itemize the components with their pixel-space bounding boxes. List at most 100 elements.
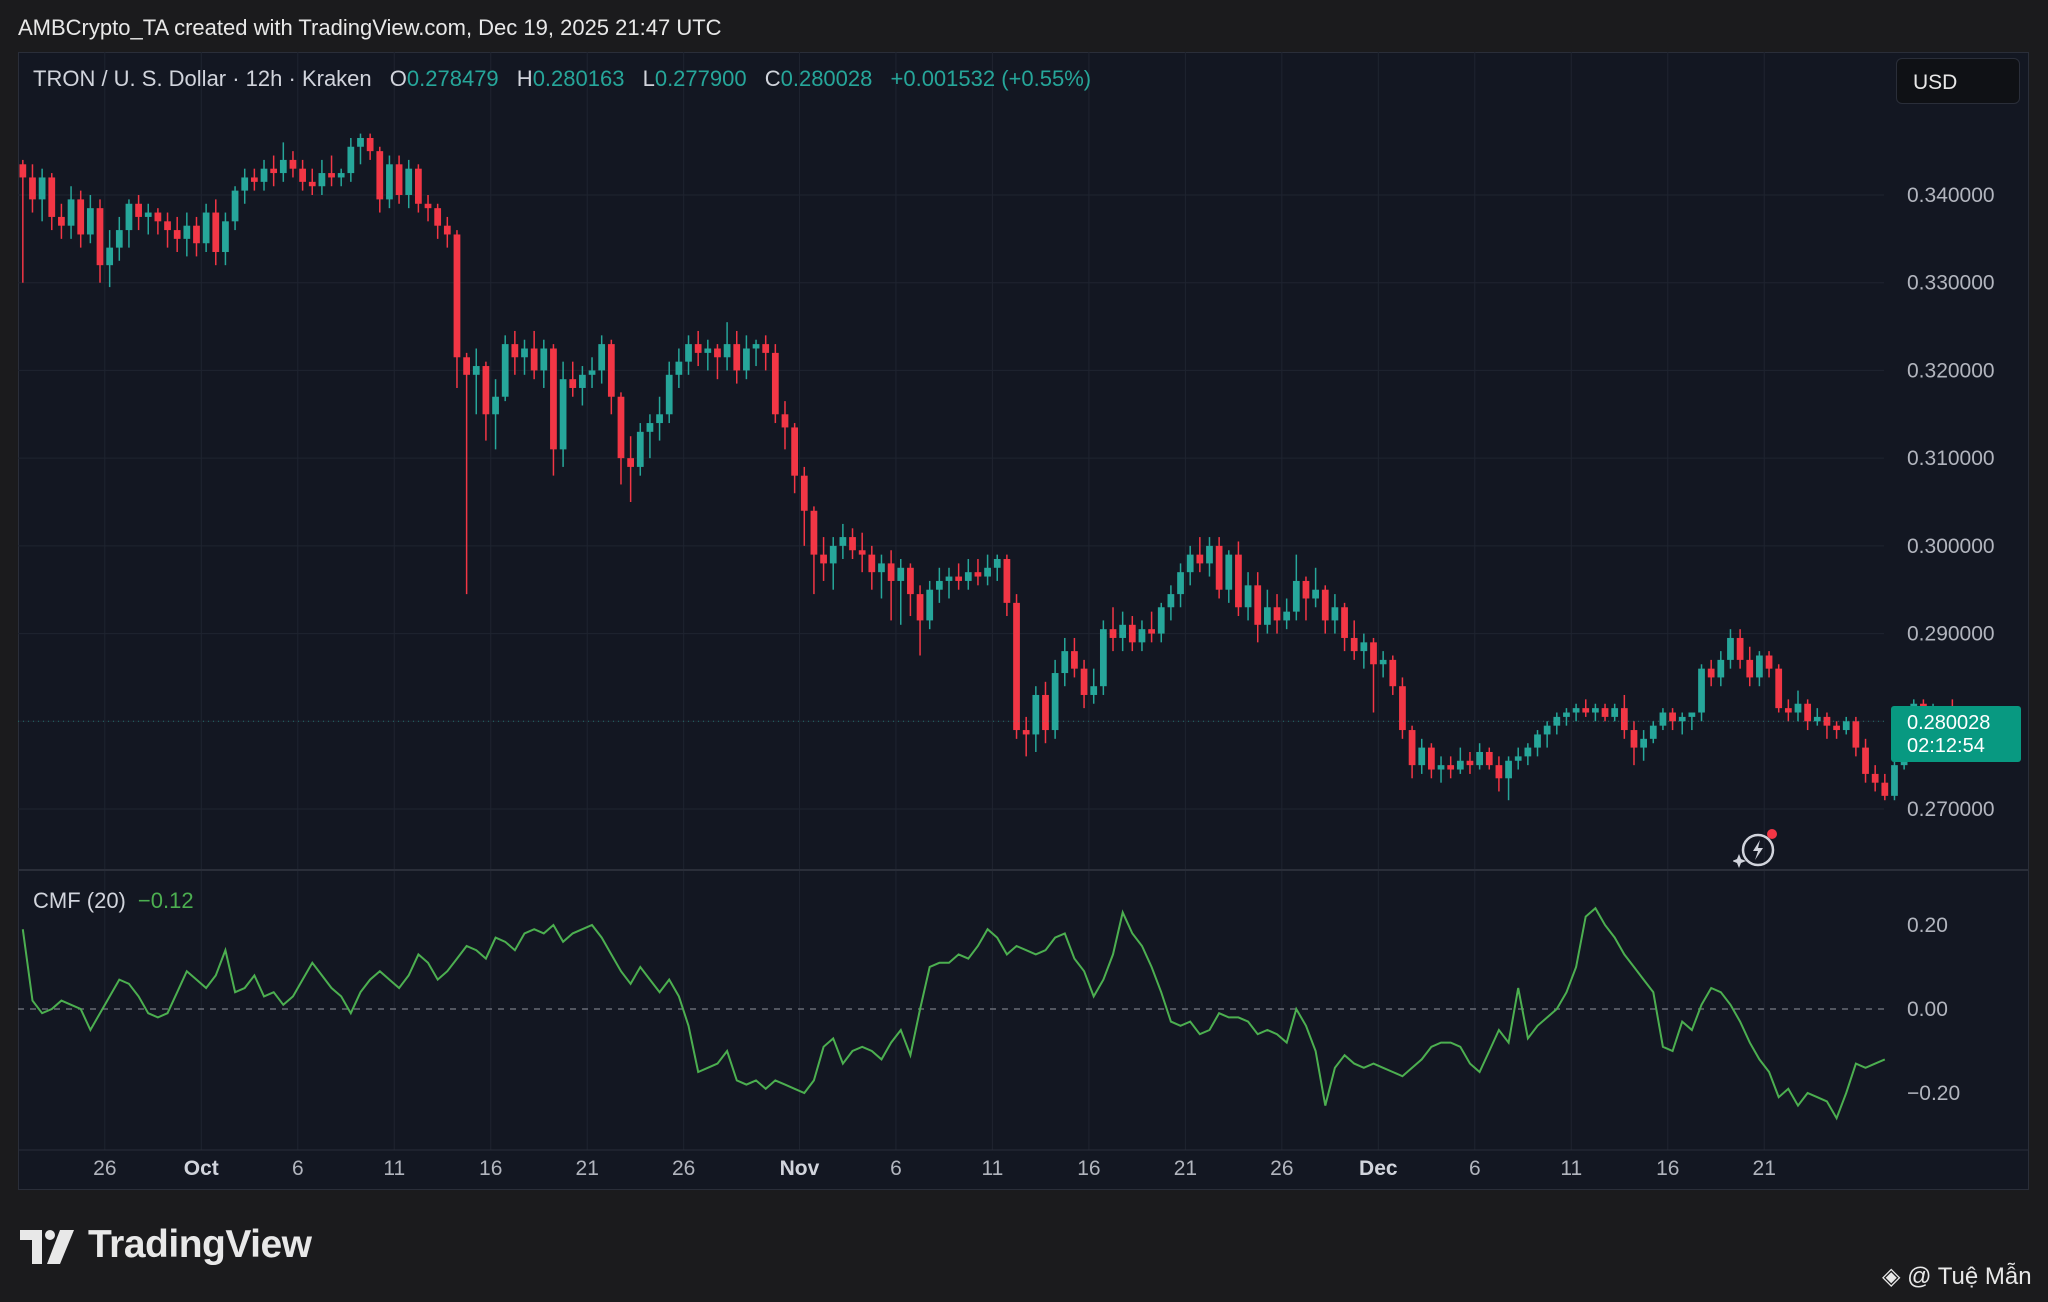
candle-body — [357, 137, 364, 147]
candle — [1235, 541, 1242, 617]
candle-body — [945, 576, 953, 581]
candle-body — [1881, 782, 1889, 796]
candle-body — [135, 203, 142, 217]
candle — [1852, 716, 1860, 757]
low-value: 0.277900 — [654, 66, 747, 91]
candle-body — [935, 580, 943, 590]
candle — [723, 322, 731, 371]
candle — [1447, 756, 1455, 779]
candle-body — [1611, 708, 1619, 717]
candle — [781, 401, 789, 450]
candle-body — [77, 199, 85, 235]
candle-body — [308, 181, 316, 187]
time-axis[interactable]: 26 Oct 6 11 16 21 26 Nov 6 11 16 21 26 Dec 6 11 16 21 — [93, 1157, 1776, 1180]
cmf-axis[interactable]: 0.20 0.00 −0.20 — [1907, 914, 1960, 1105]
candle — [395, 155, 403, 204]
candle — [1678, 712, 1686, 735]
candle-body — [1128, 624, 1136, 643]
lightning-alert-icon[interactable] — [1733, 826, 1779, 872]
candle — [1080, 659, 1088, 709]
candle — [1418, 738, 1426, 774]
candle — [1659, 708, 1667, 731]
candle — [1717, 651, 1725, 687]
candle — [299, 159, 306, 191]
candle-body — [250, 177, 258, 182]
candle-body — [733, 344, 741, 371]
candle — [1649, 721, 1657, 744]
candle — [1437, 756, 1445, 783]
candle-body — [791, 427, 799, 476]
candle — [540, 339, 548, 388]
candle-body — [1109, 629, 1117, 638]
candle — [453, 230, 461, 388]
candle — [1640, 730, 1648, 761]
candle-body — [887, 563, 895, 581]
candlestick-series — [18, 133, 2014, 801]
candle-body — [1331, 607, 1339, 621]
price-tick-label: 0.300000 — [1907, 535, 1995, 558]
candle-body — [607, 344, 615, 397]
candle-body — [1456, 760, 1464, 770]
time-tick-label: 16 — [479, 1157, 502, 1180]
cmf-tick-label: 0.00 — [1907, 998, 1948, 1021]
diamond-icon: ◈ — [1882, 1263, 1901, 1290]
candle — [810, 506, 818, 595]
candle-body — [1032, 694, 1040, 735]
candle — [1321, 585, 1329, 634]
symbol-title[interactable]: TRON / U. S. Dollar · 12h · Kraken — [33, 66, 372, 91]
candle-body — [1563, 712, 1570, 717]
candle — [1215, 537, 1223, 599]
candle — [1698, 664, 1705, 722]
candle — [1534, 730, 1541, 757]
candle-body — [154, 212, 162, 222]
price-tick-label: 0.330000 — [1907, 272, 1995, 295]
candle — [1013, 594, 1020, 739]
candle-body — [1099, 629, 1107, 687]
close-label: C — [764, 66, 781, 91]
candle-body — [1167, 594, 1175, 608]
candle-body — [1408, 730, 1416, 766]
candle-body — [106, 247, 114, 266]
candle-body — [714, 348, 721, 358]
candle-body — [1727, 637, 1734, 660]
candle-body — [694, 344, 702, 353]
candle — [443, 216, 451, 248]
candle — [347, 137, 355, 182]
candle — [1871, 765, 1879, 792]
time-tick-label: 26 — [672, 1157, 695, 1180]
candle — [366, 133, 374, 160]
candle — [86, 195, 94, 244]
candle — [67, 186, 75, 239]
candle-body — [656, 414, 663, 424]
candle-body — [67, 199, 75, 226]
cmf-tick-label: 0.20 — [1907, 914, 1948, 937]
indicator-name[interactable]: CMF (20) — [33, 888, 126, 913]
candle-body — [752, 344, 760, 349]
candle — [665, 361, 673, 424]
candle-body — [810, 510, 818, 555]
candle — [1312, 567, 1319, 608]
candle-body — [1273, 607, 1281, 621]
time-tick-label: 16 — [1656, 1157, 1679, 1180]
candle-body — [1765, 655, 1773, 669]
candle — [1456, 747, 1464, 774]
currency-button[interactable]: USD — [1896, 58, 2020, 104]
candle — [19, 159, 27, 283]
candle — [1630, 721, 1638, 766]
candle — [1370, 637, 1377, 713]
cmf-tick-label: −0.20 — [1907, 1082, 1960, 1105]
candle — [752, 339, 760, 367]
candle-body — [318, 173, 326, 187]
candle — [1389, 655, 1397, 695]
candle — [1466, 751, 1474, 774]
high-value: 0.280163 — [532, 66, 625, 91]
candle-body — [1321, 589, 1329, 621]
candle-body — [115, 230, 123, 248]
candle-body — [1399, 686, 1406, 731]
candle — [1514, 747, 1522, 770]
candle — [1765, 651, 1773, 678]
candle-body — [347, 146, 355, 174]
candle-body — [1061, 651, 1069, 674]
chart-panel[interactable] — [18, 52, 2029, 1190]
